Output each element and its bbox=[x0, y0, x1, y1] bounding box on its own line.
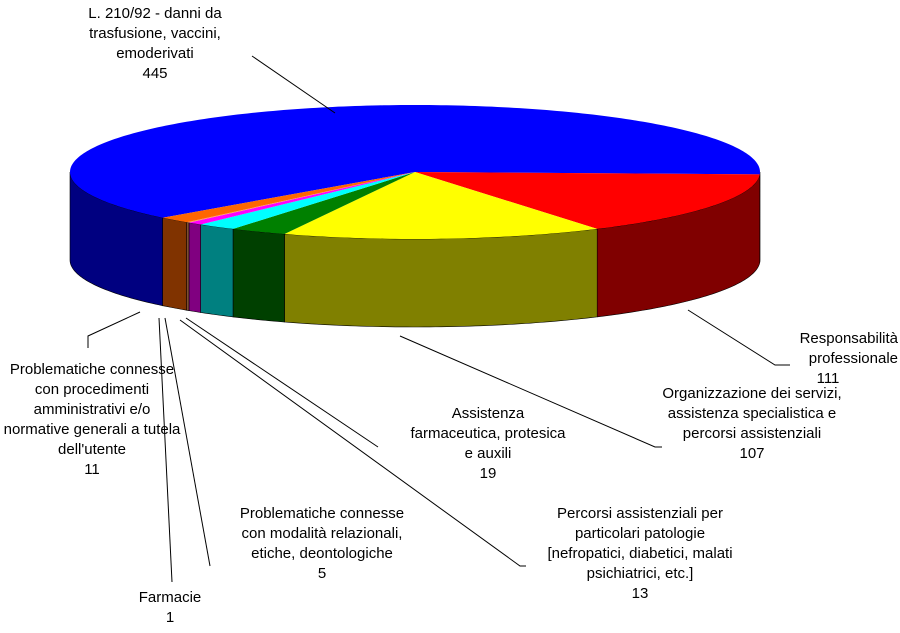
category-label: Problematiche connesse con modalità rela… bbox=[239, 505, 405, 562]
slice-top bbox=[162, 172, 415, 223]
slice-label: Farmacie 1 bbox=[125, 588, 215, 628]
slice-top bbox=[186, 172, 415, 223]
leader-line bbox=[399, 335, 662, 448]
slice-top bbox=[415, 172, 760, 229]
value-label: 19 bbox=[479, 465, 497, 482]
value-label: 445 bbox=[142, 65, 168, 82]
leader-line bbox=[251, 55, 336, 114]
slice-side bbox=[188, 222, 201, 313]
value-label: 13 bbox=[631, 585, 649, 602]
category-label: Problematiche connesse con procedimenti … bbox=[3, 361, 181, 458]
slice-side bbox=[200, 224, 234, 318]
slice-side bbox=[162, 217, 187, 311]
category-label: Assistenza farmaceutica, protesica e aux… bbox=[410, 405, 566, 462]
slices bbox=[69, 105, 761, 328]
slice-top bbox=[70, 105, 760, 218]
slice-label: Percorsi assistenziali per particolari p… bbox=[543, 504, 738, 604]
leader-line bbox=[164, 317, 211, 567]
slice-label: Responsabilità professionale 111 bbox=[758, 329, 898, 389]
leader-line bbox=[179, 319, 526, 567]
leader-line bbox=[158, 317, 173, 583]
leader-lines bbox=[87, 55, 790, 583]
slice-top bbox=[284, 172, 598, 239]
category-label: Responsabilità professionale bbox=[799, 330, 898, 367]
leader-line bbox=[185, 317, 379, 448]
slice-top bbox=[233, 172, 415, 235]
slice-side bbox=[186, 221, 190, 311]
slice-top bbox=[188, 172, 415, 225]
slice-label: L. 210/92 - danni da trasfusione, vaccin… bbox=[60, 4, 250, 84]
slice-label: Assistenza farmaceutica, protesica e aux… bbox=[408, 404, 568, 484]
value-label: 5 bbox=[317, 565, 327, 582]
slice-side bbox=[284, 228, 598, 328]
category-label: Percorsi assistenziali per particolari p… bbox=[547, 505, 733, 582]
slice-label: Problematiche connesse con procedimenti … bbox=[3, 360, 181, 480]
category-label: L. 210/92 - danni da trasfusione, vaccin… bbox=[88, 5, 222, 62]
leader-line bbox=[87, 311, 141, 348]
value-label: 107 bbox=[739, 445, 765, 462]
slice-side bbox=[69, 171, 163, 307]
category-label: Farmacie bbox=[138, 589, 202, 606]
slice-label: Problematiche connesse con modalità rela… bbox=[235, 504, 410, 584]
value-label: 11 bbox=[84, 461, 100, 478]
category-label: Organizzazione dei servizi, assistenza s… bbox=[662, 385, 842, 442]
slice-top bbox=[200, 172, 415, 229]
value-label: 111 bbox=[816, 370, 840, 387]
slice-side bbox=[232, 228, 285, 323]
slice-label: Organizzazione dei servizi, assistenza s… bbox=[662, 384, 842, 464]
leader-line bbox=[687, 309, 790, 366]
value-label: 1 bbox=[165, 609, 175, 626]
